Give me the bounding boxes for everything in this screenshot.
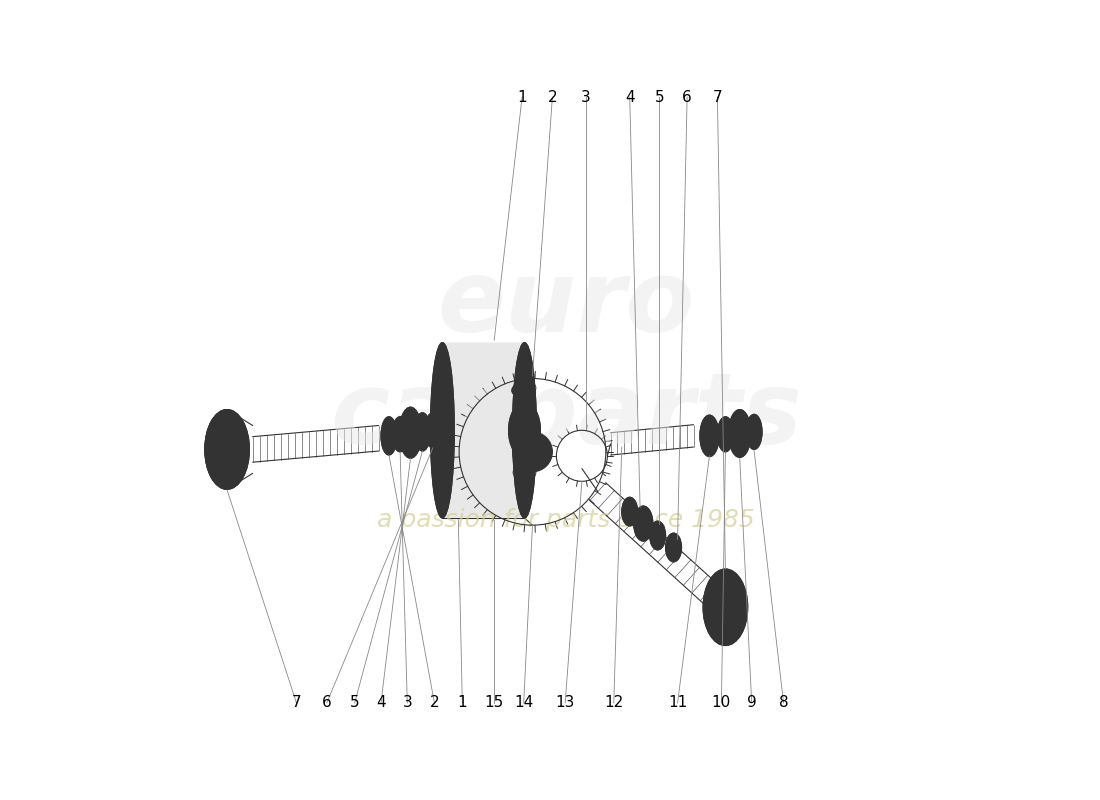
Ellipse shape xyxy=(750,422,759,442)
Text: 8: 8 xyxy=(779,695,789,710)
Text: 7: 7 xyxy=(713,90,723,105)
Ellipse shape xyxy=(715,588,736,626)
Text: 6: 6 xyxy=(322,695,332,710)
Ellipse shape xyxy=(703,569,748,646)
Text: 5: 5 xyxy=(654,90,664,105)
Ellipse shape xyxy=(717,417,734,452)
Ellipse shape xyxy=(205,410,250,490)
Ellipse shape xyxy=(395,423,405,446)
Text: 4: 4 xyxy=(376,695,386,710)
Ellipse shape xyxy=(734,420,746,446)
Ellipse shape xyxy=(666,533,682,562)
Ellipse shape xyxy=(404,417,417,449)
Text: 11: 11 xyxy=(668,695,688,710)
Ellipse shape xyxy=(425,413,441,448)
Text: 7: 7 xyxy=(292,695,301,710)
Ellipse shape xyxy=(428,419,438,442)
Text: 6: 6 xyxy=(682,90,692,105)
Ellipse shape xyxy=(650,521,666,550)
Ellipse shape xyxy=(399,407,421,458)
Ellipse shape xyxy=(720,425,729,444)
Text: 1: 1 xyxy=(458,695,468,710)
Text: 3: 3 xyxy=(403,695,412,710)
Ellipse shape xyxy=(430,342,454,518)
Ellipse shape xyxy=(704,425,715,447)
Ellipse shape xyxy=(216,427,239,472)
Text: 13: 13 xyxy=(556,695,575,710)
Text: a passion for parts since 1985: a passion for parts since 1985 xyxy=(377,507,755,531)
Text: 5: 5 xyxy=(350,695,360,710)
Ellipse shape xyxy=(512,386,521,395)
Text: 15: 15 xyxy=(485,695,504,710)
Ellipse shape xyxy=(415,413,430,451)
Ellipse shape xyxy=(700,415,719,457)
Text: 10: 10 xyxy=(712,695,732,710)
Ellipse shape xyxy=(513,432,552,472)
Ellipse shape xyxy=(381,417,397,455)
Ellipse shape xyxy=(418,420,427,444)
Ellipse shape xyxy=(392,417,408,452)
Text: 1: 1 xyxy=(517,90,527,105)
Text: 12: 12 xyxy=(604,695,624,710)
Ellipse shape xyxy=(728,410,751,458)
Text: 4: 4 xyxy=(625,90,635,105)
Ellipse shape xyxy=(634,506,652,541)
Text: 2: 2 xyxy=(430,695,439,710)
Text: 9: 9 xyxy=(747,695,757,710)
Ellipse shape xyxy=(621,498,638,526)
Ellipse shape xyxy=(384,424,394,448)
Text: 3: 3 xyxy=(581,90,591,105)
Text: 2: 2 xyxy=(548,90,558,105)
Polygon shape xyxy=(442,342,525,518)
Ellipse shape xyxy=(746,414,762,450)
Ellipse shape xyxy=(508,402,540,458)
Text: euro
carparts: euro carparts xyxy=(330,255,802,465)
Ellipse shape xyxy=(513,342,537,518)
Text: 14: 14 xyxy=(514,695,534,710)
